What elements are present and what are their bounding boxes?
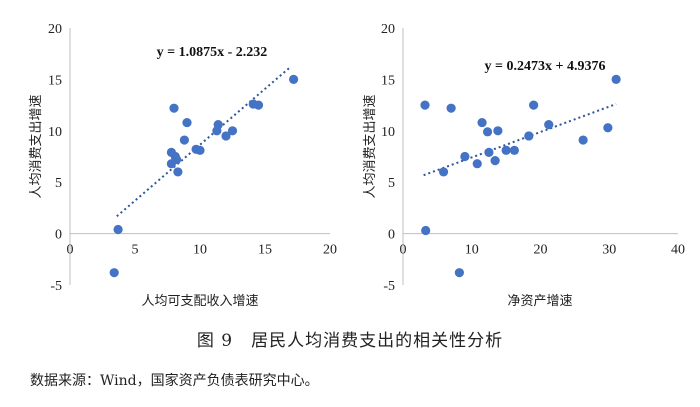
data-point — [179, 135, 189, 145]
data-point — [113, 224, 123, 235]
data-point — [172, 154, 182, 165]
x-tick-label: 5 — [132, 243, 139, 258]
figure-caption: 图 9 居民人均消费支出的相关性分析 — [196, 331, 504, 351]
x-axis-title: 人均可支配收入增速 — [141, 294, 258, 309]
data-point — [524, 131, 534, 141]
x-tick-label: 0 — [400, 243, 407, 258]
data-point — [493, 126, 503, 136]
data-point — [289, 74, 299, 84]
data-point — [438, 167, 449, 177]
data-source-note: 数据来源：Wind，国家资产负债表研究中心。 — [30, 373, 319, 389]
data-point — [182, 117, 192, 128]
y-tick-label: -5 — [383, 279, 395, 294]
data-point — [195, 145, 205, 155]
data-point — [482, 127, 493, 137]
data-point — [213, 120, 223, 130]
data-point — [169, 103, 179, 113]
chart-panel-1: -5 0 5 10 15 20 0 5 10 15 20 人均可支配收入增速 人均消费支出增速 y = 1… — [29, 22, 337, 309]
y-tick-label: 20 — [381, 22, 395, 37]
x-tick-label: 0 — [67, 243, 74, 258]
data-point — [227, 126, 238, 136]
data-point — [420, 100, 430, 110]
data-point — [446, 103, 456, 113]
data-point — [221, 131, 231, 141]
y-tick-label: 5 — [388, 176, 395, 191]
y-tick-label: 15 — [48, 73, 62, 88]
y-tick-label: 0 — [388, 228, 395, 243]
scatter-charts: -5 0 5 10 15 20 0 5 10 15 20 人均可支配收入增速 人均消费支出增速 y = 1… — [29, 22, 685, 309]
regression-equation: y = 0.2473x + 4.9376 — [485, 59, 606, 74]
x-tick-label: 10 — [465, 243, 479, 258]
trendline — [423, 103, 617, 177]
data-point — [544, 120, 554, 130]
data-point — [253, 100, 264, 110]
data-point — [509, 145, 519, 155]
x-tick-label: 15 — [258, 243, 272, 258]
data-point — [490, 156, 500, 166]
data-point — [484, 147, 494, 157]
data-point — [477, 117, 487, 128]
data-point — [603, 123, 613, 133]
x-tick-label: 10 — [193, 243, 207, 258]
regression-equation: y = 1.0875x - 2.232 — [157, 45, 268, 60]
y-tick-label: 5 — [55, 176, 62, 191]
x-tick-label: 20 — [534, 243, 548, 258]
data-point — [460, 151, 470, 162]
y-tick-label: 0 — [55, 228, 62, 243]
x-axis-title: 净资产增速 — [507, 294, 572, 309]
y-axis-title: 人均消费支出增速 — [363, 94, 378, 198]
data-point — [421, 225, 431, 236]
y-tick-label: 10 — [381, 125, 395, 140]
data-point — [454, 268, 464, 278]
y-tick-label: -5 — [50, 279, 62, 294]
x-tick-label: 40 — [671, 243, 685, 258]
y-tick-label: 10 — [48, 125, 62, 140]
data-point — [173, 167, 183, 177]
chart-panel-2: -5 0 5 10 15 20 0 10 20 30 40 净资产增速 人均消费支出增速 y = 0.24… — [363, 22, 685, 309]
y-tick-label: 15 — [381, 73, 395, 88]
data-point — [578, 135, 588, 145]
trendline — [116, 65, 292, 218]
data-point — [529, 100, 539, 110]
x-tick-label: 30 — [602, 243, 616, 258]
data-point — [611, 74, 621, 84]
x-tick-label: 20 — [323, 243, 337, 258]
data-point — [501, 145, 511, 155]
y-axis-title: 人均消费支出增速 — [29, 94, 44, 198]
data-point — [109, 268, 119, 278]
y-tick-label: 20 — [48, 22, 62, 37]
data-point — [472, 159, 482, 169]
